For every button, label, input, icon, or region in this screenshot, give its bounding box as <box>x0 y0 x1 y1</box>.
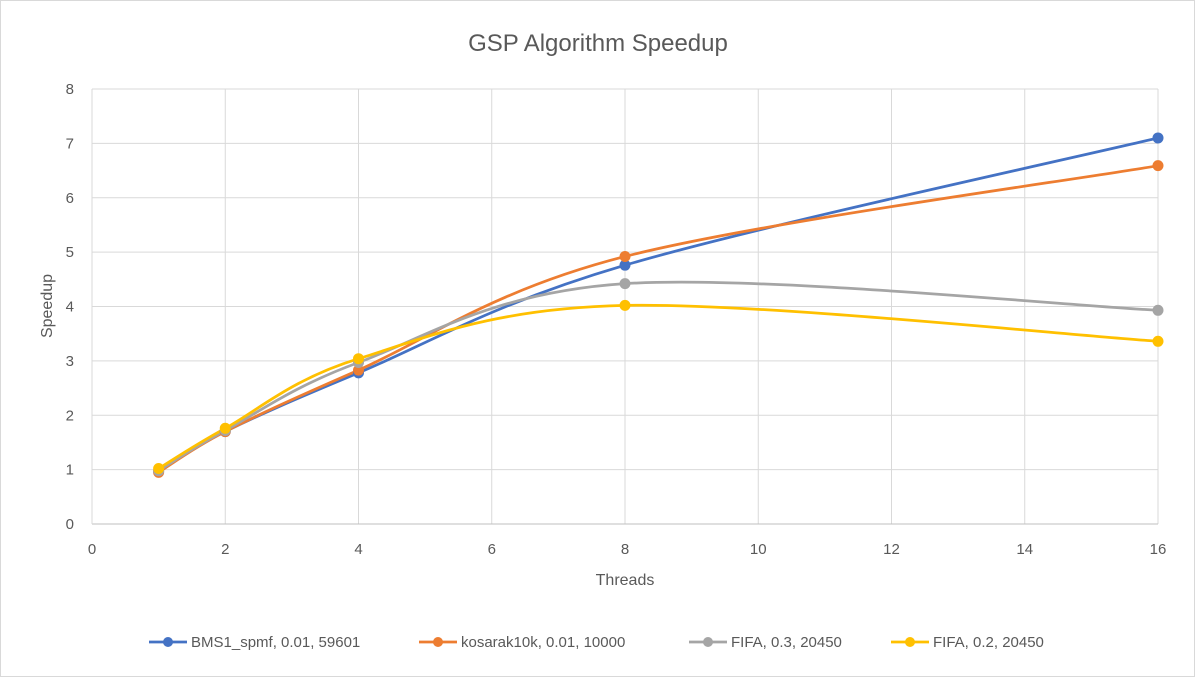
x-tick-label: 14 <box>1016 541 1033 558</box>
data-point <box>1152 160 1164 172</box>
legend: BMS1_spmf, 0.01, 59601 kosarak10k, 0.01, … <box>149 634 1044 651</box>
legend-label: FIFA, 0.3, 20450 <box>731 634 842 651</box>
y-tick-label: 5 <box>66 244 74 261</box>
x-tick-label: 10 <box>750 541 767 558</box>
x-tick-label: 8 <box>621 541 629 558</box>
y-tick-label: 7 <box>66 135 74 152</box>
x-axis-title: Threads <box>596 572 655 589</box>
legend-label: BMS1_spmf, 0.01, 59601 <box>191 634 360 651</box>
legend-item: BMS1_spmf, 0.01, 59601 <box>149 634 360 651</box>
data-point <box>219 422 231 434</box>
legend-label: FIFA, 0.2, 20450 <box>933 634 1044 651</box>
data-point <box>153 463 165 475</box>
data-markers <box>153 132 1164 478</box>
legend-swatch-marker <box>163 637 173 647</box>
y-tick-label: 4 <box>66 299 74 316</box>
series-line-1 <box>157 164 1160 474</box>
x-tick-label: 6 <box>488 541 496 558</box>
x-tick-label: 4 <box>354 541 362 558</box>
y-axis-title: Speedup <box>39 274 56 338</box>
legend-swatch-marker <box>703 637 713 647</box>
y-tick-label: 8 <box>66 81 74 98</box>
x-tick-label: 2 <box>221 541 229 558</box>
y-tick-label: 1 <box>66 462 74 479</box>
data-point <box>1152 335 1164 347</box>
legend-label: kosarak10k, 0.01, 10000 <box>461 634 625 651</box>
y-tick-label: 2 <box>66 407 74 424</box>
x-tick-label: 12 <box>883 541 900 558</box>
data-point <box>1152 304 1164 316</box>
legend-swatch-marker <box>433 637 443 647</box>
y-tick-label: 3 <box>66 353 74 370</box>
series-line-3 <box>157 303 1160 470</box>
data-point <box>353 353 364 365</box>
data-point <box>1152 132 1164 144</box>
data-point <box>619 299 631 311</box>
x-tick-label: 0 <box>88 541 96 558</box>
data-point <box>619 250 631 262</box>
chart-title: GSP Algorithm Speedup <box>468 30 728 57</box>
legend-swatch-marker <box>905 637 915 647</box>
legend-item: kosarak10k, 0.01, 10000 <box>419 634 625 651</box>
series-lines <box>157 136 1160 474</box>
data-point <box>619 278 631 290</box>
y-tick-label: 0 <box>66 516 74 533</box>
x-tick-label: 16 <box>1150 541 1167 558</box>
legend-item: FIFA, 0.3, 20450 <box>689 634 842 651</box>
legend-item: FIFA, 0.2, 20450 <box>891 634 1044 651</box>
y-tick-label: 6 <box>66 190 74 207</box>
series-line-2 <box>157 280 1160 473</box>
